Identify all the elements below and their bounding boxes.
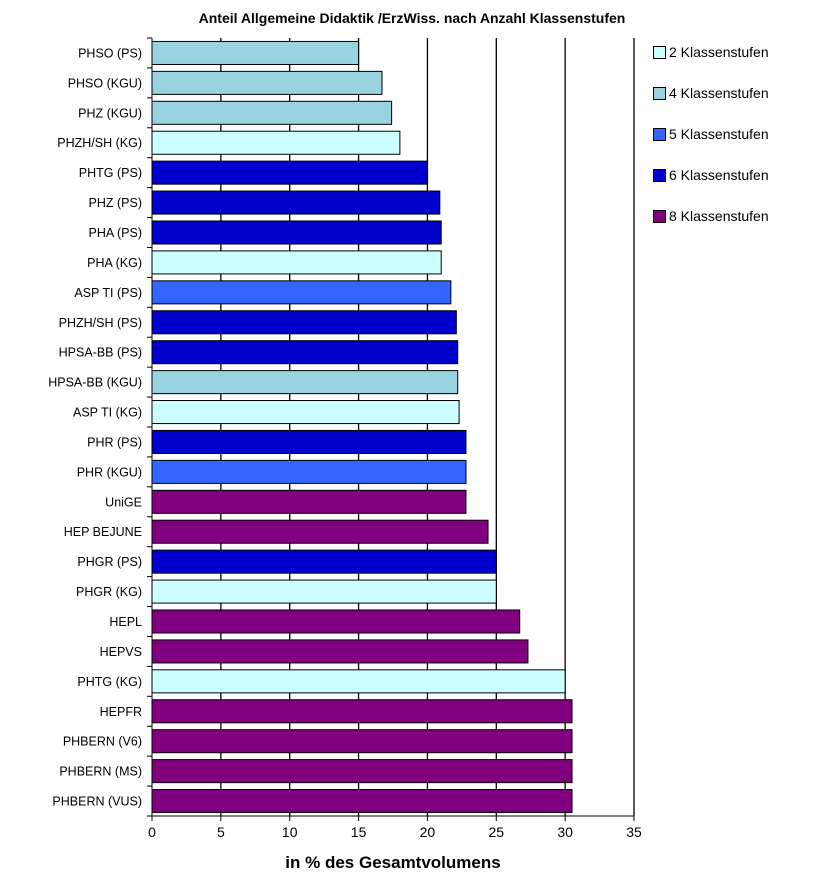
y-tick-label: HEPL — [109, 615, 142, 629]
y-tick-label: PHA (KG) — [87, 256, 142, 270]
x-tick-label: 10 — [282, 824, 298, 840]
bar — [151, 639, 529, 664]
y-tick-label: PHA (PS) — [89, 226, 143, 240]
bar — [151, 669, 566, 694]
bar — [151, 789, 573, 814]
y-tick-label: PHBERN (V6) — [63, 735, 142, 749]
bar — [151, 519, 489, 544]
legend-swatch — [653, 168, 666, 182]
bar — [151, 190, 441, 215]
bar — [151, 40, 360, 65]
x-tick-label: 25 — [488, 824, 504, 840]
y-tick-label: PHTG (KG) — [77, 675, 142, 689]
bar — [151, 370, 459, 395]
y-tick-label: PHZH/SH (PS) — [59, 316, 142, 330]
bar — [151, 459, 467, 484]
bar — [151, 310, 457, 335]
x-tick-label: 30 — [557, 824, 573, 840]
y-tick-label: PHBERN (VUS) — [52, 795, 142, 809]
bar — [151, 160, 428, 185]
y-tick-label: HPSA-BB (PS) — [59, 346, 142, 360]
x-tick-label: 20 — [420, 824, 436, 840]
y-tick-label: PHR (PS) — [87, 435, 142, 449]
legend-swatch — [653, 86, 666, 100]
bar — [151, 489, 467, 514]
bar — [151, 549, 497, 574]
x-tick-label: 0 — [148, 824, 156, 840]
legend-label: 5 Klassenstufen — [669, 126, 769, 142]
legend-swatch — [653, 209, 666, 223]
legend-label: 2 Klassenstufen — [669, 44, 769, 60]
bar — [151, 220, 442, 245]
bar — [151, 70, 383, 95]
y-tick-label: HEPFR — [100, 705, 142, 719]
bar — [151, 250, 442, 275]
legend-swatch — [653, 127, 666, 141]
y-tick-label: ASP TI (PS) — [74, 286, 142, 300]
y-tick-label: HPSA-BB (KGU) — [48, 376, 142, 390]
bar — [151, 429, 467, 454]
y-tick-label: PHBERN (MS) — [59, 765, 142, 779]
legend-label: 4 Klassenstufen — [669, 85, 769, 101]
y-tick-label: PHZ (KGU) — [78, 106, 142, 120]
y-tick-label: UniGE — [105, 495, 142, 509]
bar — [151, 130, 401, 155]
y-tick-label: HEPVS — [100, 645, 142, 659]
bar — [151, 400, 460, 425]
y-tick-label: PHGR (PS) — [77, 555, 142, 569]
y-tick-label: PHZ (PS) — [89, 196, 142, 210]
bar — [151, 729, 573, 754]
legend-label: 8 Klassenstufen — [669, 208, 769, 224]
x-tick-label: 35 — [626, 824, 642, 840]
x-axis-title: in % des Gesamtvolumens — [285, 853, 501, 872]
bar — [151, 100, 393, 125]
y-tick-label: PHTG (PS) — [79, 166, 142, 180]
y-tick-label: PHSO (PS) — [78, 46, 142, 60]
y-tick-label: PHSO (KGU) — [68, 76, 142, 90]
bar — [151, 759, 573, 784]
bar — [151, 579, 497, 604]
y-tick-label: PHR (KGU) — [77, 465, 142, 479]
legend-item: 2 Klassenstufen — [653, 44, 769, 60]
bar — [151, 280, 452, 305]
y-tick-label: HEP BEJUNE — [64, 525, 142, 539]
y-tick-label: ASP TI (KG) — [73, 406, 142, 420]
bar — [151, 340, 459, 365]
x-tick-label: 5 — [217, 824, 225, 840]
legend-item: 6 Klassenstufen — [653, 167, 769, 183]
y-tick-label: PHGR (KG) — [76, 585, 142, 599]
y-tick-label: PHZH/SH (KG) — [57, 136, 142, 150]
x-tick-label: 15 — [351, 824, 367, 840]
legend-item: 8 Klassenstufen — [653, 208, 769, 224]
legend-label: 6 Klassenstufen — [669, 167, 769, 183]
legend-item: 4 Klassenstufen — [653, 85, 769, 101]
bar — [151, 609, 521, 634]
chart-title: Anteil Allgemeine Didaktik /ErzWiss. nac… — [198, 10, 626, 26]
bar — [151, 699, 573, 724]
legend-swatch — [653, 45, 666, 59]
legend-item: 5 Klassenstufen — [653, 126, 769, 142]
